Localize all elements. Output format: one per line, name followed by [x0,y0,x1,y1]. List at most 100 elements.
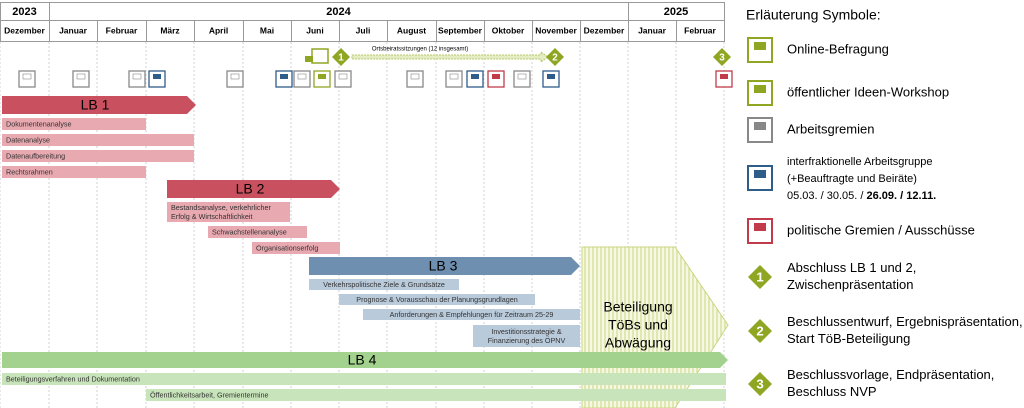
legend-label: (+Beauftragte und Beiräte) [787,173,917,185]
legend-label: Arbeitsgremien [787,121,874,136]
legend-label: Beschluss NVP [787,384,877,399]
meeting-icon-symbol [230,73,240,80]
legend-milestone [748,319,772,343]
meeting-icon-symbol [132,73,142,80]
legend-label: Abschluss LB 1 und 2, [787,260,916,275]
task-bar [2,134,194,146]
month-label: Februar [106,25,138,35]
milestone-label: 2 [552,53,558,64]
task-bar [473,325,580,347]
phase-title: LB 4 [348,352,377,368]
phase-arrow [309,257,580,275]
meeting-note: Ortsbeiratssitzungen (12 insgesamt) [372,47,468,53]
task-label: Erfolg & Wirtschaftlichkeit [171,212,252,221]
meeting-icon-symbol [410,73,420,80]
legend-icon-symbol [754,170,766,178]
phase-arrow [2,352,728,368]
meeting-icon-symbol [76,73,86,80]
legend-title: Erläuterung Symbole: [746,7,881,23]
legend-milestone-label: 1 [756,269,763,284]
legend-label-part: 05.03. / 30.05. / [787,190,867,202]
participation-label: Abwägung [605,335,671,351]
month-label: Januar [638,25,667,35]
milestone [713,48,731,66]
meeting-arrow [351,51,549,63]
month-cell [676,20,725,42]
task-label: Investitionsstrategie & [491,327,562,336]
legend-milestone [748,265,772,289]
task-bar [208,226,307,238]
legend-milestone-label: 2 [756,323,763,338]
phase-title: LB 3 [429,258,458,274]
online-icon [305,56,313,62]
year-label: 2025 [664,6,688,18]
task-bar [2,150,194,162]
year-label: 2024 [326,6,351,18]
phase-title: LB 2 [236,181,265,197]
milestone [546,48,564,66]
legend-label: öffentlicher Ideen-Workshop [787,84,949,99]
task-label: Rechtsrahmen [6,167,53,176]
legend-label: politische Gremien / Ausschüsse [787,222,975,237]
participation-label: Beteiligung [603,299,672,315]
legend-icon-symbol [754,122,766,130]
meeting-icon-symbol [338,73,348,80]
legend-icon-symbol [754,223,766,231]
legend-milestone-label: 3 [756,376,763,391]
meeting-icon-symbol [318,74,326,79]
meeting-icon-symbol [449,73,459,80]
month-label: August [397,25,426,35]
task-label: Datenaufbereitung [6,151,65,160]
task-bar [2,373,726,385]
month-label: Dezember [4,25,45,35]
task-bar [363,309,580,320]
task-label: Anforderungen & Empfehlungen für Zeitrau… [390,310,554,319]
meeting-icon-symbol [22,73,32,80]
month-label: Januar [59,25,88,35]
task-label: Öffentlichkeitsarbeit, Gremientermine [150,390,269,399]
meeting-icon-symbol [492,74,500,79]
task-label: Bestandsanalyse, verkehrlicher [171,203,271,212]
legend-label: interfraktionelle Arbeitsgruppe [787,156,933,168]
task-bar [252,242,340,254]
month-label: Oktober [492,25,525,35]
task-bar [146,389,726,401]
milestone-label: 1 [338,53,344,64]
phase-arrow [2,96,196,114]
legend-label: Zwischenpräsentation [787,277,913,292]
legend-label: Beschlussvorlage, Endpräsentation, [787,367,994,382]
meeting-icon-symbol [153,74,161,79]
milestone-label: 3 [719,53,725,64]
task-bar [339,294,535,305]
legend-label: Start TöB-Beteiligung [787,331,910,346]
legend-label-bold: 26.09. / 12.11. [867,190,937,202]
legend-icon-symbol [754,85,766,93]
month-label: Mai [260,25,274,35]
task-label: Finanzierung des ÖPNV [488,336,566,345]
month-label: Februar [684,25,716,35]
month-label: Juni [306,25,323,35]
task-bar [309,279,459,290]
meeting-icon-symbol [297,73,307,80]
meeting-icon-symbol [517,73,527,80]
month-label: November [535,25,577,35]
phase-title: LB 1 [81,97,110,113]
task-label: Schwachstellenanalyse [212,227,287,236]
participation-label: TöBs und [608,317,668,333]
month-label: Dezember [584,25,625,35]
task-label: Datenanalyse [6,135,50,144]
month-label: April [209,25,228,35]
legend-label: Beschlussentwurf, Ergebnispräsentation, [787,314,1023,329]
year-label: 2023 [12,6,36,18]
meeting-icon-symbol [471,74,479,79]
meeting-icon-symbol [720,74,728,79]
task-label: Verkehrspolitische Ziele & Grundsätze [323,280,445,289]
milestone [332,48,350,66]
legend-milestone [748,372,772,396]
task-bar [2,118,146,130]
workshop-icon [311,48,329,64]
legend-label: 05.03. / 30.05. / 26.09. / 12.11. [787,190,936,202]
meeting-icon-symbol [547,74,555,79]
